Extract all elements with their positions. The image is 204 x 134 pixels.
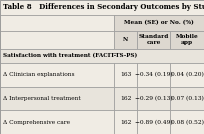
Text: −0.89 (0.49): −0.89 (0.49) (135, 120, 172, 125)
Text: Mobile
app: Mobile app (176, 34, 198, 45)
Bar (114, 110, 137, 134)
Bar (137, 31, 170, 49)
Bar (0, 15, 114, 31)
Bar (0, 63, 114, 87)
Text: Satisfaction with treatment (FACIT-TS-PS): Satisfaction with treatment (FACIT-TS-PS… (3, 53, 137, 58)
Text: N: N (123, 37, 128, 42)
Bar (114, 63, 137, 87)
Text: Standard
care: Standard care (138, 34, 169, 45)
Bar (170, 110, 204, 134)
Bar (0, 87, 114, 110)
Bar (170, 87, 204, 110)
Text: 162: 162 (120, 120, 131, 125)
Bar (0, 31, 114, 49)
Text: 162: 162 (120, 96, 131, 101)
Bar (0, 0, 204, 15)
Text: Δ Comprehensive care: Δ Comprehensive care (3, 120, 70, 125)
Bar (170, 31, 204, 49)
Text: Δ Interpersonal treatment: Δ Interpersonal treatment (3, 96, 81, 101)
Text: Table 8   Differences in Secondary Outcomes by Study Grou: Table 8 Differences in Secondary Outcome… (3, 3, 204, 11)
Bar (114, 15, 204, 31)
Text: 0.08 (0.52): 0.08 (0.52) (171, 120, 204, 125)
Text: −0.29 (0.13): −0.29 (0.13) (135, 96, 172, 101)
Bar (137, 110, 170, 134)
Text: Δ Clinician explanations: Δ Clinician explanations (3, 72, 74, 77)
Text: Mean (SE) or No. (%): Mean (SE) or No. (%) (124, 20, 194, 25)
Text: −0.34 (0.19): −0.34 (0.19) (135, 72, 172, 77)
Bar (0, 110, 114, 134)
Bar (114, 87, 137, 110)
Bar (114, 31, 137, 49)
Text: 0.04 (0.20): 0.04 (0.20) (171, 72, 204, 77)
Bar (0, 49, 204, 63)
Bar (137, 63, 170, 87)
Text: 0.07 (0.13): 0.07 (0.13) (171, 96, 204, 101)
Text: 163: 163 (120, 72, 131, 77)
Bar (170, 63, 204, 87)
Bar (137, 87, 170, 110)
